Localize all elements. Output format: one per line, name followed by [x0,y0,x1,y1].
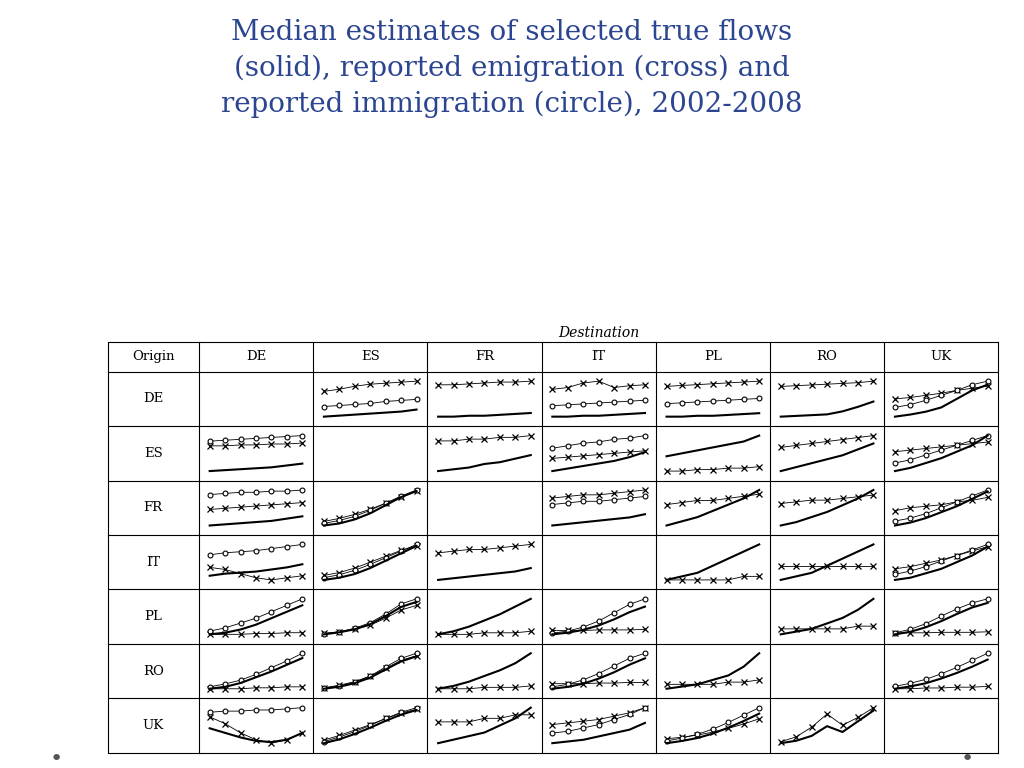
Text: DE: DE [246,350,266,363]
Text: FR: FR [143,502,163,515]
Text: •: • [962,749,974,768]
Text: PL: PL [144,610,162,623]
Text: Origin: Origin [132,350,174,363]
Text: IT: IT [146,556,161,568]
Text: Median estimates of selected true flows
(solid), reported emigration (cross) and: Median estimates of selected true flows … [221,19,803,118]
Text: FR: FR [475,350,494,363]
Text: ES: ES [360,350,380,363]
Text: Destination: Destination [558,326,640,340]
Text: RO: RO [142,664,164,677]
Text: UK: UK [931,350,952,363]
Text: •: • [50,749,62,768]
Text: IT: IT [592,350,606,363]
Text: PL: PL [703,350,722,363]
Text: ES: ES [143,447,163,460]
Text: UK: UK [142,719,164,732]
Text: DE: DE [143,392,164,406]
Text: RO: RO [816,350,838,363]
